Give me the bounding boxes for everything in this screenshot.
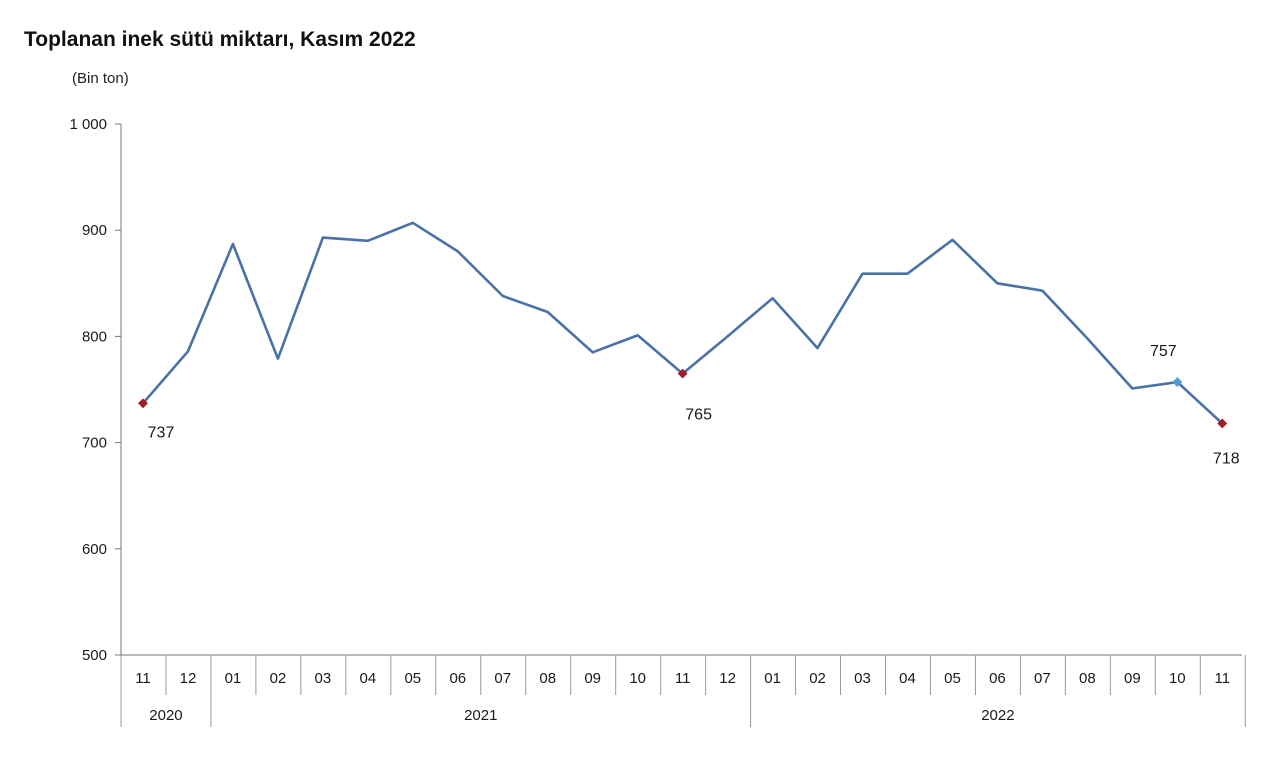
x-tick-label: 01 [764, 670, 781, 687]
x-tick-label: 04 [360, 670, 377, 687]
x-tick-label: 11 [135, 670, 151, 687]
year-group-label: 2022 [981, 707, 1014, 724]
x-tick-label: 12 [180, 670, 197, 687]
data-label: 757 [1150, 343, 1177, 360]
data-label: 718 [1213, 450, 1240, 467]
data-point-marker [138, 398, 148, 409]
x-tick-label: 06 [449, 670, 466, 687]
year-group-label: 2020 [149, 707, 182, 724]
x-tick-label: 09 [1124, 670, 1141, 687]
x-tick-label: 07 [1034, 670, 1051, 687]
data-label: 765 [685, 407, 712, 424]
x-tick-label: 12 [719, 670, 736, 687]
x-tick-label: 06 [989, 670, 1006, 687]
x-tick-label: 05 [944, 670, 961, 687]
data-label: 737 [148, 424, 175, 441]
x-tick-label: 08 [1079, 670, 1096, 687]
x-tick-label: 11 [675, 670, 691, 687]
x-tick-label: 09 [584, 670, 601, 687]
chart-title: Toplanan inek sütü miktarı, Kasım 2022 [24, 28, 416, 51]
data-point-marker [677, 368, 688, 379]
y-tick-label: 700 [82, 435, 107, 452]
x-tick-label: 01 [225, 670, 242, 687]
y-axis-unit-label: (Bin ton) [72, 70, 129, 87]
year-group-label: 2021 [464, 707, 497, 724]
x-tick-label: 07 [494, 670, 511, 687]
x-tick-label: 03 [854, 670, 871, 687]
y-tick-label: 600 [82, 541, 107, 558]
x-tick-label: 11 [1214, 670, 1230, 687]
data-point-marker [1217, 418, 1228, 429]
y-tick-label: 900 [82, 222, 107, 239]
x-tick-label: 05 [404, 670, 421, 687]
x-tick-label: 02 [270, 670, 287, 687]
x-tick-label: 08 [539, 670, 556, 687]
x-tick-label: 10 [1169, 670, 1186, 687]
y-tick-label: 1 000 [69, 116, 107, 133]
x-tick-label: 03 [315, 670, 332, 687]
series-line [142, 221, 1224, 425]
x-tick-label: 10 [629, 670, 646, 687]
data-point-marker [1172, 377, 1183, 388]
y-tick-label: 800 [82, 328, 107, 345]
y-tick-label: 500 [82, 647, 107, 664]
x-tick-label: 02 [809, 670, 826, 687]
x-tick-label: 04 [899, 670, 916, 687]
